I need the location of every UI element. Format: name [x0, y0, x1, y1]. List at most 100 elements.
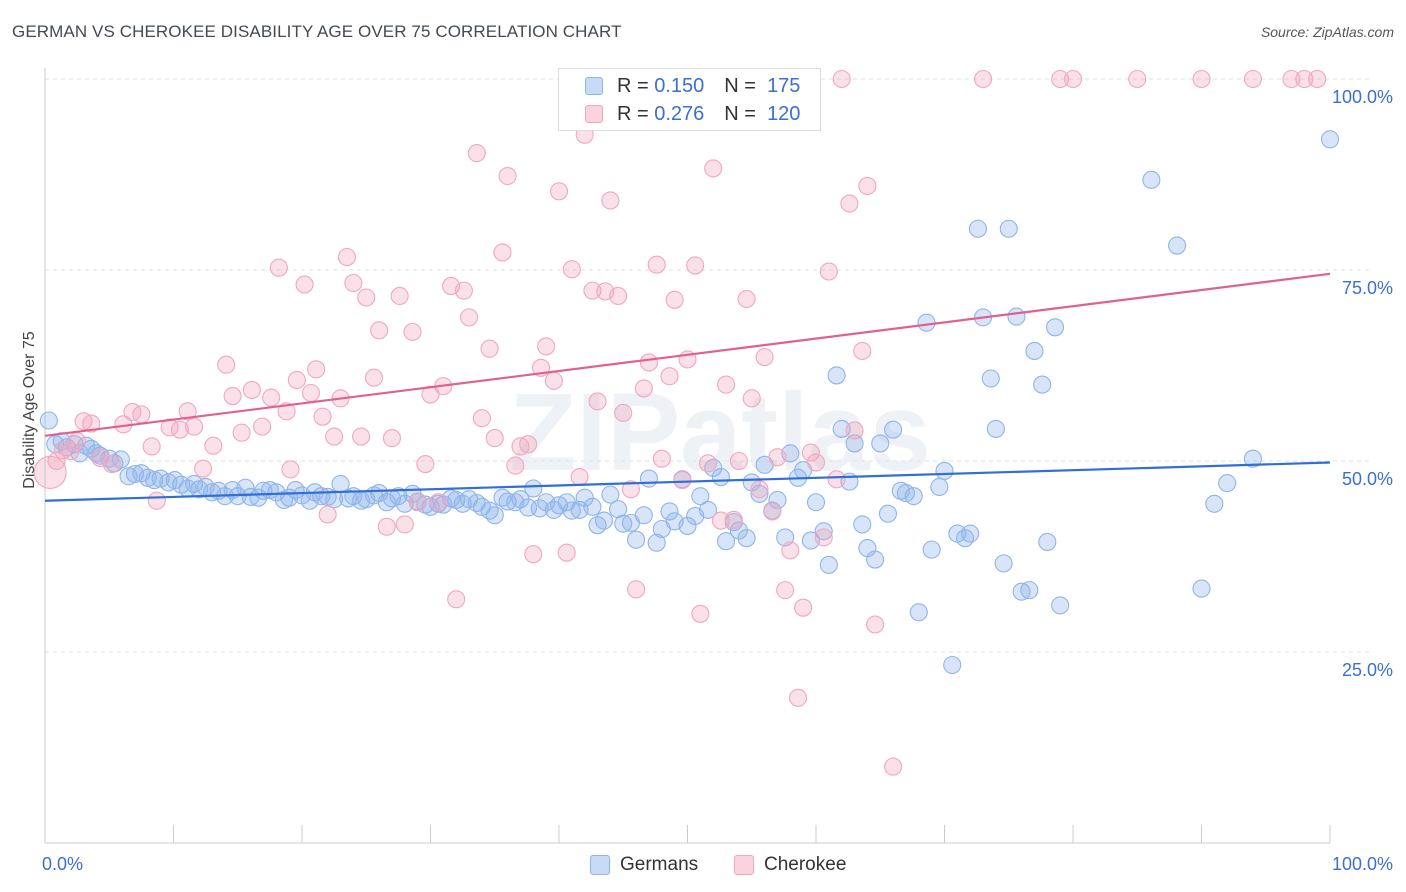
cherokee-point [1128, 69, 1147, 89]
cherokee-point [480, 339, 499, 358]
germans-point [660, 502, 679, 521]
cherokee-point [614, 403, 633, 422]
cherokee-legend-swatch [734, 855, 754, 875]
legend-label-germans: Germans [620, 854, 699, 875]
cherokee-point [806, 453, 826, 472]
cherokee-point [634, 379, 653, 398]
data-points [33, 69, 1340, 776]
germans-point [1192, 579, 1211, 598]
cherokee-point [724, 510, 743, 529]
cherokee-point [395, 515, 414, 534]
trend-lines [44, 272, 1331, 502]
y-axis-label: Disability Age Over 75 [21, 331, 38, 489]
cherokee-point [269, 258, 288, 277]
germans-point [871, 434, 890, 453]
germans-point [691, 487, 710, 506]
cherokee-point [318, 505, 337, 524]
cherokee-point [33, 455, 67, 490]
germans-point [1205, 494, 1224, 513]
germans-point [39, 411, 58, 430]
germans-point [699, 500, 718, 519]
cherokee-point [524, 545, 543, 564]
cherokee-point [866, 615, 885, 634]
y-tick-label: 50.0% [1342, 469, 1393, 489]
cherokee-point [370, 321, 389, 340]
r-label: R = [617, 74, 649, 97]
cherokee-point [973, 69, 993, 89]
cherokee-point [1308, 69, 1327, 89]
germans-point [729, 521, 748, 540]
cherokee-point [416, 455, 435, 474]
germans-point [594, 511, 614, 530]
germans-point [909, 603, 928, 622]
cherokee-point [204, 436, 223, 455]
y-tick-label: 75.0% [1342, 278, 1393, 298]
cherokee-point [506, 456, 525, 475]
stats-row-cherokee: R = 0.276 N = 120 [559, 100, 800, 128]
germans-point [236, 478, 255, 497]
germans-point [1012, 582, 1031, 601]
germans-point [1168, 236, 1187, 255]
cherokee-point [493, 243, 512, 262]
cherokee-point [295, 275, 314, 294]
cherokee-trend-line [44, 272, 1331, 437]
legend-item-cherokee[interactable]: Cherokee [734, 850, 846, 880]
germans-point [819, 555, 838, 574]
cherokee-point [845, 421, 864, 440]
cherokee-point [454, 281, 473, 300]
germans-point [1218, 474, 1237, 493]
cherokee-point [562, 260, 581, 279]
cherokee-point [223, 387, 242, 406]
germans-point [389, 487, 408, 506]
cherokee-point [1243, 69, 1262, 89]
germans-point [1033, 375, 1052, 394]
cherokee-point [408, 493, 427, 512]
cherokee-point [61, 442, 80, 461]
cherokee-point [570, 467, 589, 487]
cherokee-point [82, 414, 101, 433]
cherokee-point [750, 480, 769, 499]
cherokee-point [814, 528, 833, 547]
cherokee-point [583, 281, 602, 300]
cherokee-swatch [585, 105, 603, 123]
germans-point [1025, 341, 1044, 361]
cherokee-point [485, 429, 504, 448]
axes [44, 68, 1331, 844]
cherokee-point [277, 402, 296, 421]
cherokee-point [337, 247, 357, 267]
germans-point [634, 506, 653, 525]
grid-lines [45, 78, 1370, 653]
germans-point [711, 467, 730, 487]
cherokee-point [429, 493, 448, 512]
germans-point [1045, 318, 1065, 337]
legend-label-cherokee: Cherokee [764, 854, 847, 875]
germans-point [678, 516, 697, 535]
cherokee-point [421, 385, 440, 404]
cherokee-point [776, 581, 795, 600]
germans-point [845, 434, 864, 453]
stats-legend: R = 0.150 N = 175 R = 0.276 N = 120 [558, 68, 821, 131]
y-axis-label-wrap: Disability Age Over 75 [10, 260, 50, 560]
germans-point [1020, 581, 1039, 600]
germans-point [601, 485, 620, 504]
source-label: Source: ZipAtlas.com [1260, 24, 1394, 40]
cherokee-point [142, 437, 161, 456]
cherokee-point [301, 383, 321, 403]
cherokee-point [178, 402, 197, 421]
cherokee-point [357, 288, 376, 307]
y-tick-label: 100.0% [1332, 87, 1393, 107]
germans-point [1038, 532, 1057, 552]
cherokee-point [91, 448, 110, 467]
cherokee-point [609, 286, 628, 306]
cherokee-point [627, 580, 646, 599]
stats-row-germans: R = 0.150 N = 175 [559, 72, 800, 100]
cherokee-point [147, 491, 166, 510]
cherokee-point [232, 423, 251, 442]
legend-item-germans[interactable]: Germans [590, 850, 698, 880]
x-tick-label: 0.0% [42, 854, 83, 874]
cherokee-point [665, 290, 684, 309]
cherokee-point [557, 543, 576, 562]
cherokee-point [390, 286, 409, 306]
germans-trend-line [44, 461, 1331, 502]
